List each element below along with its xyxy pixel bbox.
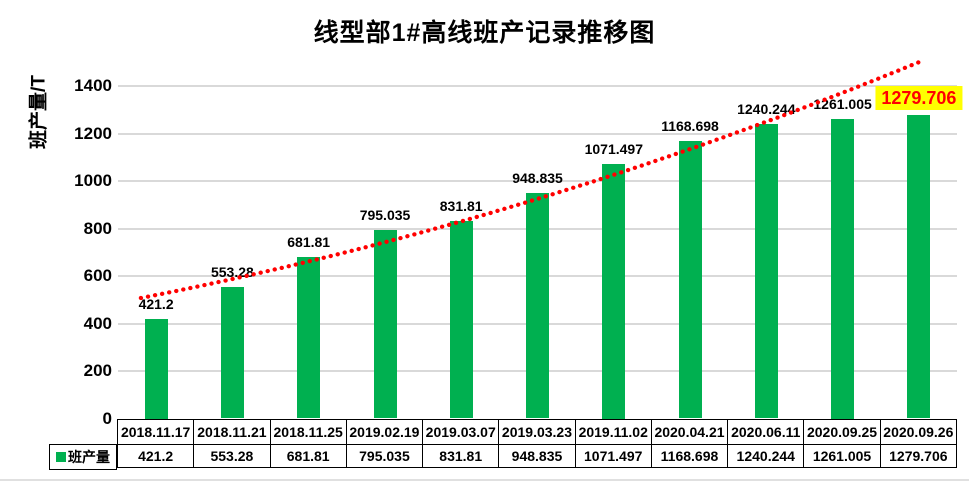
table-date-cell: 2020.04.21: [650, 419, 729, 445]
data-label: 681.81: [287, 233, 331, 250]
table-date-cell: 2019.03.07: [422, 419, 500, 445]
y-axis-title: 班产量/T: [28, 75, 50, 149]
bar: [678, 140, 702, 419]
data-table: 2018.11.17 2018.11.21 2018.11.25 2019.02.19…: [116, 419, 958, 468]
data-label: 1168.698: [661, 117, 719, 134]
table-date-cell: 2018.11.17: [116, 419, 195, 445]
data-label: 1071.497: [584, 141, 643, 157]
table-value-cell: 795.035: [345, 444, 424, 468]
bar: [373, 229, 397, 419]
table-date-cell: 2020.09.25: [803, 419, 881, 445]
table-value-cell: 1071.497: [574, 444, 652, 468]
data-label-highlighted: 1279.706: [875, 85, 963, 110]
data-label: 421.2: [138, 295, 174, 312]
bar: [907, 114, 931, 419]
table-value-cell: 553.28: [193, 444, 271, 468]
data-label: 795.035: [359, 206, 411, 223]
legend-cell: 班产量: [49, 444, 117, 470]
data-label: 1261.005: [813, 96, 872, 112]
bar: [526, 193, 549, 419]
table-value-cell: 1240.244: [727, 444, 805, 468]
bar: [297, 256, 321, 419]
table-value-cell: 1168.698: [650, 444, 729, 468]
table-values-row: 421.2 553.28 681.81 795.035 831.81 948.835 107…: [116, 444, 958, 468]
bar: [831, 119, 855, 419]
table-value-cell: 1261.005: [803, 444, 881, 468]
table-value-cell: 681.81: [269, 444, 347, 468]
grid-line: [118, 85, 957, 87]
bar: [220, 287, 244, 419]
table-date-cell: 2020.09.26: [879, 419, 958, 445]
table-date-cell: 2019.11.02: [574, 419, 652, 445]
table-date-cell: 2019.02.19: [345, 419, 424, 445]
bottom-divider: [0, 479, 969, 481]
data-label: 948.835: [512, 170, 563, 187]
y-tick-label: 800: [83, 218, 112, 238]
y-tick-label: 600: [83, 266, 112, 285]
data-label: 831.81: [439, 197, 483, 214]
legend-label: 班产量: [68, 449, 110, 465]
y-tick-label: 200: [83, 361, 112, 380]
y-tick-label: 1400: [74, 76, 112, 95]
data-label: 1240.244: [737, 100, 796, 117]
y-tick-label: 1200: [74, 123, 112, 143]
bar: [144, 318, 168, 419]
table-date-cell: 2020.06.11: [727, 419, 805, 445]
table-value-cell: 948.835: [498, 444, 576, 468]
y-tick-label: 0: [102, 408, 112, 428]
table-date-cell: 2019.03.23: [498, 419, 576, 445]
legend-color-swatch-icon: [56, 452, 66, 462]
bar: [754, 123, 778, 419]
bar: [602, 164, 626, 419]
data-label: 553.28: [210, 264, 254, 281]
table-date-cell: 2018.11.21: [193, 419, 271, 445]
table-value-cell: 1279.706: [879, 444, 958, 468]
table-date-cell: 2018.11.25: [269, 419, 347, 445]
y-tick-label: 400: [83, 313, 112, 333]
table-value-cell: 421.2: [116, 444, 195, 468]
bar: [449, 220, 473, 419]
table-dates-row: 2018.11.17 2018.11.21 2018.11.25 2019.02.19…: [116, 419, 958, 445]
table-value-cell: 831.81: [422, 444, 500, 468]
chart-title: 线型部1#高线班产记录推移图: [313, 19, 656, 47]
y-tick-label: 1000: [74, 171, 112, 190]
